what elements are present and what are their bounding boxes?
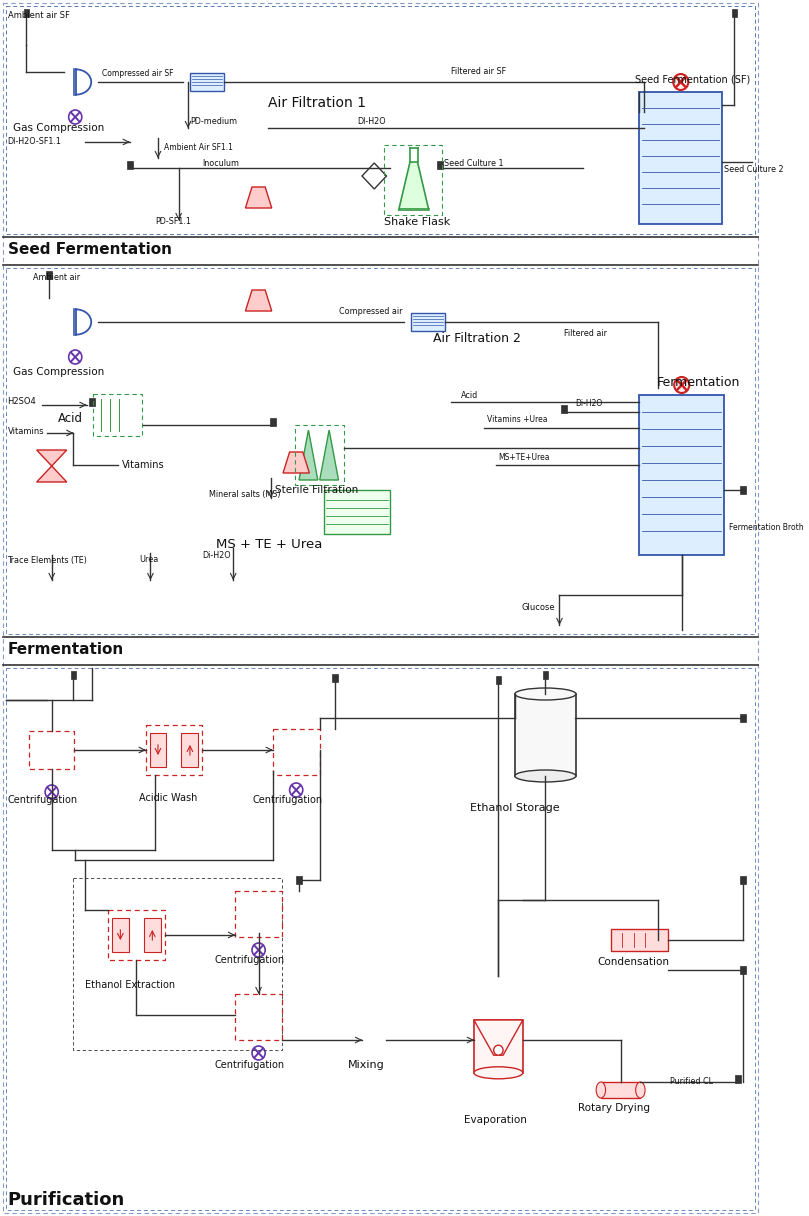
Text: Condensation: Condensation [597,957,669,967]
Text: Seed Fermentation (SF): Seed Fermentation (SF) [635,75,750,85]
Text: MS+TE+Urea: MS+TE+Urea [498,454,550,462]
Text: Compressed air: Compressed air [338,308,402,316]
Text: H2SO4: H2SO4 [7,398,36,406]
Bar [740,486,746,494]
Text: Seed Culture 1: Seed Culture 1 [444,158,503,168]
Text: Vitamins: Vitamins [122,460,165,471]
Polygon shape [245,187,272,208]
Bar [731,9,737,17]
Text: Acid: Acid [58,411,83,424]
Text: Air Filtration 1: Air Filtration 1 [268,96,366,109]
Polygon shape [299,430,318,480]
Bar [740,876,746,884]
Bar [270,418,276,426]
Bar [612,929,667,951]
Text: Fermentation: Fermentation [656,376,739,388]
Bar [181,733,198,767]
Text: Centrifugation: Centrifugation [252,795,322,805]
Text: Fermentation Broth: Fermentation Broth [729,524,803,533]
Text: Urea: Urea [139,556,159,564]
Text: Acid: Acid [461,390,478,400]
Text: DI-H2O: DI-H2O [358,118,386,126]
Ellipse shape [596,1082,606,1098]
Bar [70,671,76,679]
Polygon shape [399,162,429,210]
Bar [190,73,224,91]
Text: Centrifugation: Centrifugation [7,795,78,805]
Bar [474,1020,523,1073]
Text: Vitamins +Urea: Vitamins +Urea [487,416,548,424]
Circle shape [673,74,688,90]
Bar [515,694,577,776]
Bar [543,671,549,679]
Bar [411,313,445,331]
Text: Mineral salts (MS): Mineral salts (MS) [209,490,280,500]
Text: Glucose: Glucose [522,603,556,613]
Bar [639,395,724,554]
Ellipse shape [474,1066,523,1079]
Text: Purification: Purification [7,1190,125,1209]
Bar [150,733,167,767]
Text: Air Filtration 2: Air Filtration 2 [433,332,520,345]
Text: Trace Elements (TE): Trace Elements (TE) [7,556,87,564]
Text: Vitamins: Vitamins [7,428,44,437]
Bar [740,966,746,974]
Text: Mixing: Mixing [348,1060,384,1070]
Bar [601,1082,641,1098]
Text: Gas Compression: Gas Compression [13,367,104,377]
Bar [735,1075,741,1083]
Polygon shape [474,1020,523,1055]
Bar [46,271,52,278]
Bar [639,92,722,224]
Text: Centrifugation: Centrifugation [214,955,285,966]
Text: Seed Fermentation: Seed Fermentation [7,242,172,258]
Text: Evaporation: Evaporation [464,1115,527,1125]
Text: Centrifugation: Centrifugation [214,1060,285,1070]
Circle shape [493,1046,503,1055]
Bar [112,918,129,952]
Text: MS + TE + Urea: MS + TE + Urea [216,539,323,552]
Bar [296,876,302,884]
Bar [561,405,567,413]
Ellipse shape [515,770,576,782]
Text: Ambient air: Ambient air [33,272,80,281]
Text: DI-H2O-SF1.1: DI-H2O-SF1.1 [7,137,61,146]
Text: Shake Flask: Shake Flask [383,216,450,227]
Polygon shape [320,430,338,480]
Text: Di-H2O: Di-H2O [202,552,231,561]
Bar [127,161,133,169]
Bar [89,398,95,406]
Text: Seed Culture 2: Seed Culture 2 [724,165,784,175]
Text: Compressed air SF: Compressed air SF [102,69,173,79]
Ellipse shape [636,1082,645,1098]
Text: PD-medium: PD-medium [190,118,237,126]
Text: Acidic Wash: Acidic Wash [139,793,197,803]
Bar [437,161,443,169]
Bar [23,9,29,17]
Polygon shape [283,452,309,473]
Bar [144,918,161,952]
Bar [740,714,746,722]
Ellipse shape [515,688,576,700]
Bar [324,490,390,534]
Bar [496,676,502,683]
Polygon shape [245,289,272,311]
Text: Rotary Drying: Rotary Drying [578,1103,650,1113]
Text: Fermentation: Fermentation [7,642,124,658]
Text: Filtered air: Filtered air [564,330,608,338]
Circle shape [674,377,689,393]
Text: Di-H2O: Di-H2O [575,400,603,409]
Text: Purified CL: Purified CL [671,1077,714,1087]
Bar [332,674,337,682]
Text: Ethanol Storage: Ethanol Storage [470,803,560,814]
Text: Ambient Air SF1.1: Ambient Air SF1.1 [163,143,232,152]
Text: Gas Compression: Gas Compression [13,123,104,133]
Text: PD-SF1.1: PD-SF1.1 [155,218,191,226]
Text: Inoculum: Inoculum [202,158,239,168]
Text: Ethanol Extraction: Ethanol Extraction [85,980,175,990]
Polygon shape [36,450,67,482]
Text: Sterile Filtration: Sterile Filtration [274,485,358,495]
Text: Ambient air SF: Ambient air SF [7,11,70,21]
Text: Filtered air SF: Filtered air SF [451,68,506,77]
